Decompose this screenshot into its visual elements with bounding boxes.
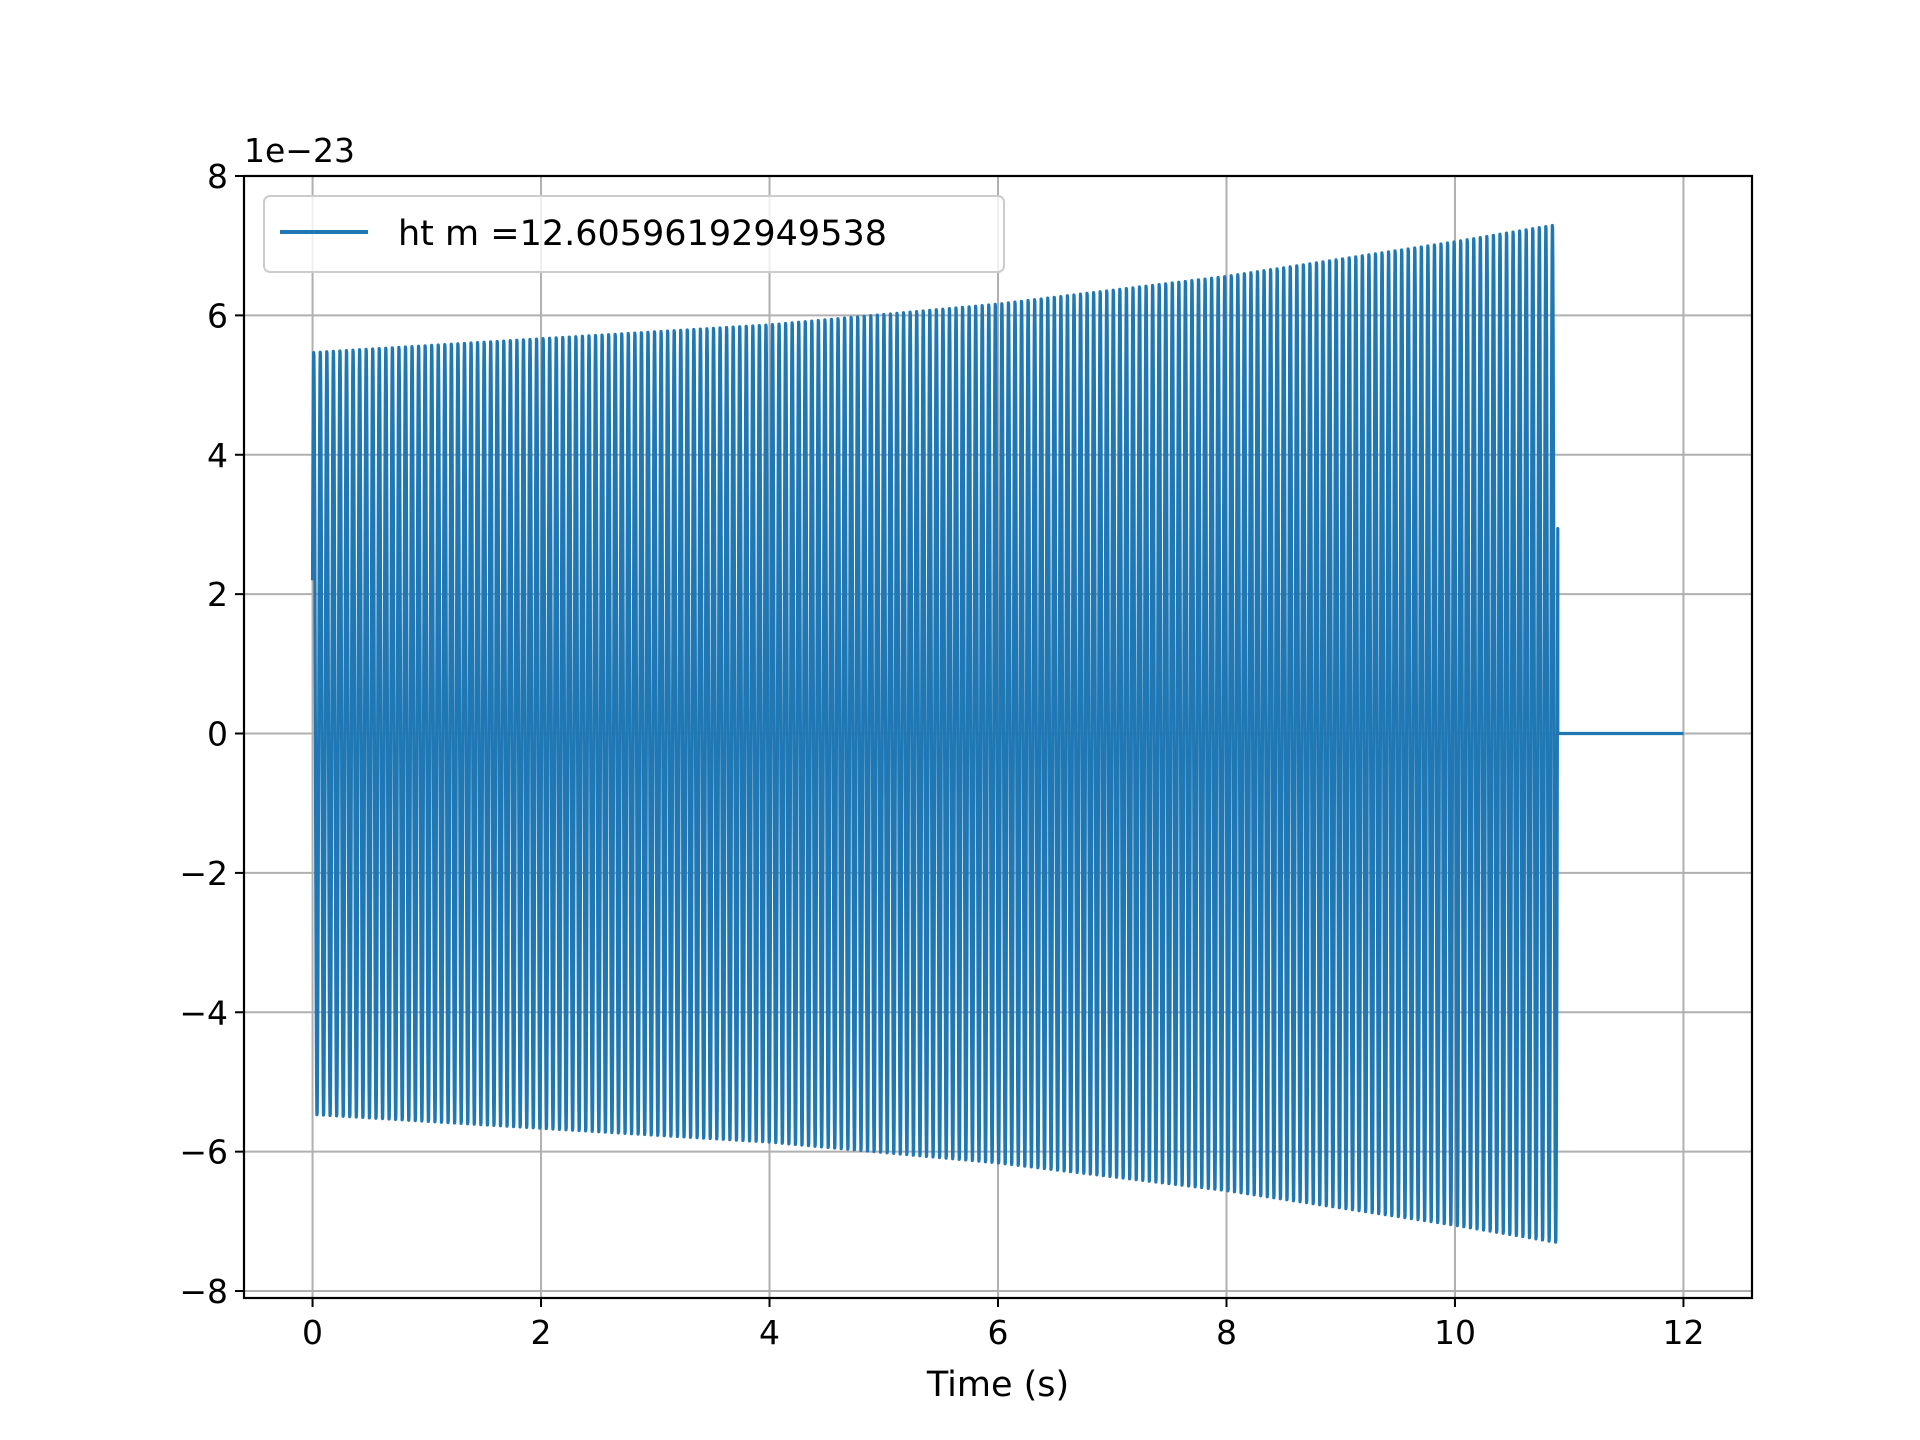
x-tick-label-6: 12: [1662, 1313, 1704, 1352]
legend-box: [263, 195, 1005, 273]
y-tick-label-1: −6: [179, 1133, 228, 1172]
y-tick-label-6: 4: [207, 436, 228, 475]
legend-entry-label: ht m =12.60596192949538: [398, 214, 887, 254]
x-tick-label-1: 2: [531, 1313, 552, 1352]
x-axis: 0 2 4 6 8 10 12: [302, 1298, 1704, 1352]
x-tick-label-2: 4: [759, 1313, 780, 1352]
y-tick-label-7: 6: [207, 296, 228, 335]
series-layer: [310, 223, 1684, 1244]
x-axis-label: Time (s): [926, 1365, 1069, 1405]
y-tick-label-4: 0: [207, 715, 228, 754]
y-tick-label-2: −4: [179, 993, 228, 1032]
y-tick-label-8: 8: [207, 157, 228, 196]
y-tick-label-3: −2: [179, 854, 228, 893]
y-axis: −8 −6 −4 −2 0 2 4 6 8: [179, 157, 244, 1311]
y-offset-label: 1e−23: [244, 131, 355, 170]
x-tick-label-0: 0: [302, 1313, 323, 1352]
y-tick-label-5: 2: [207, 575, 228, 614]
x-tick-label-3: 6: [988, 1313, 1009, 1352]
x-tick-label-5: 10: [1434, 1313, 1476, 1352]
y-tick-label-0: −8: [179, 1272, 228, 1311]
x-tick-label-4: 8: [1216, 1313, 1237, 1352]
series-line-ht: [310, 223, 1684, 1244]
legend: ht m =12.60596192949538: [263, 195, 1005, 273]
